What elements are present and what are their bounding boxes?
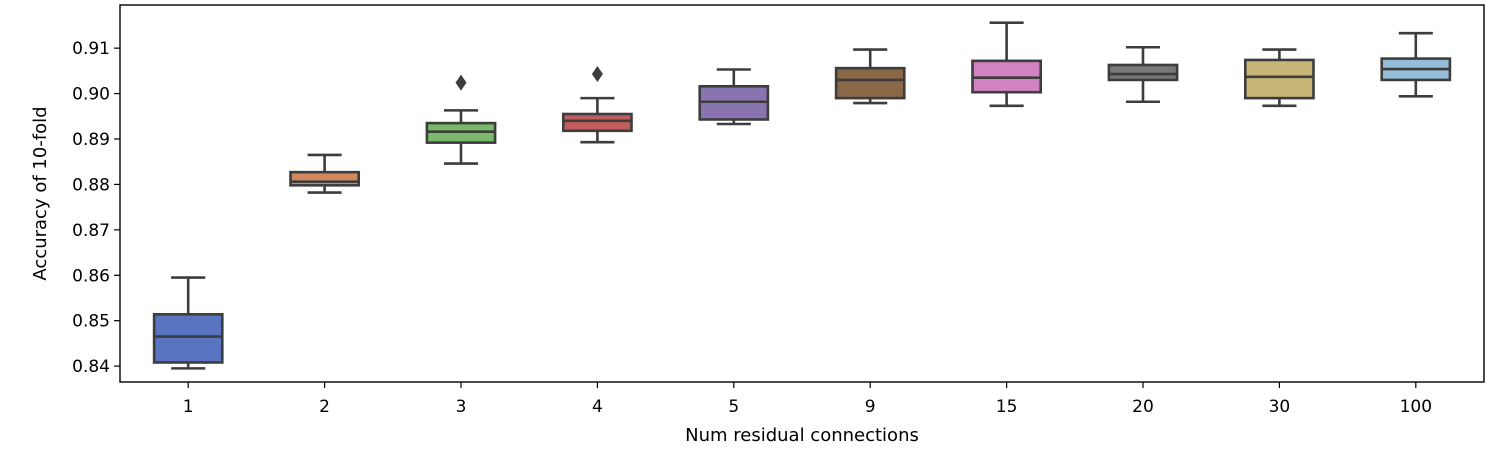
x-tick-label: 20: [1132, 397, 1154, 417]
y-tick-label: 0.87: [72, 221, 110, 241]
y-axis: 0.84 0.85 0.86 0.87 0.88 0.89 0.90 0.91: [72, 39, 120, 377]
box-iqr: [1107, 63, 1179, 82]
box-group-9: [834, 48, 906, 105]
x-tick-label: 2: [319, 397, 330, 417]
box-iqr: [152, 313, 224, 364]
box-group-100: [1380, 31, 1452, 98]
y-tick-label: 0.88: [72, 175, 110, 195]
x-tick-label: 4: [592, 397, 603, 417]
box-group-3: [425, 74, 497, 165]
box-group-2: [289, 153, 360, 194]
x-axis: 1 2 3 4 5 9 15 20 30 100: [183, 382, 1432, 417]
y-tick-label: 0.91: [72, 39, 110, 59]
box-iqr: [834, 66, 906, 100]
y-tick-label: 0.84: [72, 357, 110, 377]
x-tick-label: 1: [183, 397, 194, 417]
box-group-5: [698, 68, 770, 126]
outlier-marker: [591, 66, 603, 83]
y-axis-label: Accuracy of 10-fold: [30, 106, 51, 280]
x-tick-label: 30: [1269, 397, 1291, 417]
box-iqr: [1244, 58, 1315, 100]
x-tick-label: 5: [728, 397, 739, 417]
x-tick-label: 100: [1400, 397, 1432, 417]
plot-frame: [119, 4, 1485, 383]
box-group-20: [1107, 45, 1179, 104]
y-tick-label: 0.89: [72, 130, 110, 150]
x-tick-label: 3: [456, 397, 467, 417]
box-iqr: [561, 112, 633, 133]
box-group-30: [1244, 48, 1315, 108]
y-tick-label: 0.90: [72, 85, 110, 105]
x-tick-label: 9: [865, 397, 876, 417]
y-tick-label: 0.85: [72, 312, 110, 332]
x-axis-label: Num residual connections: [685, 425, 919, 446]
box-iqr: [289, 170, 360, 187]
x-tick-label: 15: [996, 397, 1018, 417]
y-tick-label: 0.86: [72, 266, 110, 286]
box-group-1: [152, 276, 224, 370]
box-group-4: [561, 66, 633, 144]
box-group-15: [971, 21, 1042, 108]
outlier-marker: [455, 74, 467, 91]
boxes-layer: [152, 21, 1452, 370]
